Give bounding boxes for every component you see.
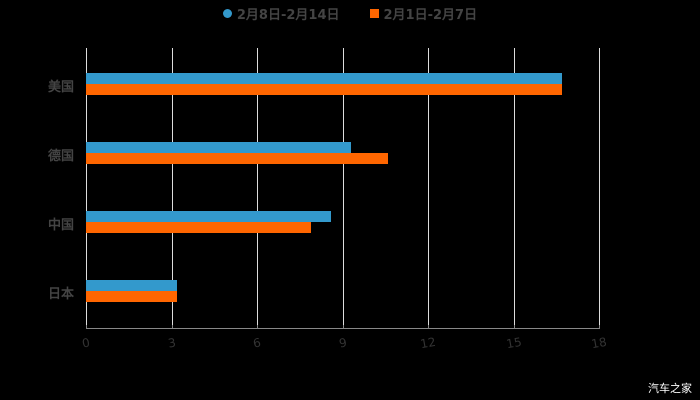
bar[interactable] (86, 280, 178, 291)
x-tick (599, 325, 600, 329)
bar[interactable] (86, 291, 178, 302)
x-tick-label: 0 (81, 335, 91, 351)
gridline (86, 48, 87, 328)
x-tick (86, 325, 87, 329)
x-tick-label: 9 (337, 335, 348, 351)
legend-marker-blue (222, 9, 232, 18)
gridline (513, 48, 515, 328)
gridline (257, 48, 258, 328)
x-tick-label: 12 (419, 334, 437, 352)
bar[interactable] (86, 211, 332, 222)
x-tick-label: 15 (504, 334, 523, 352)
bar[interactable] (86, 142, 352, 153)
x-tick (513, 325, 515, 329)
legend-item-week1[interactable]: 2月1日-2月7日 (369, 4, 478, 23)
chart-legend: 2月8日-2月14日 2月1日-2月7日 (0, 4, 700, 23)
plot-area (86, 48, 600, 328)
legend-label: 2月8日-2月14日 (236, 8, 340, 23)
legend-item-week2[interactable]: 2月8日-2月14日 (222, 4, 340, 23)
x-tick-label: 6 (252, 335, 262, 351)
x-tick (428, 325, 429, 329)
legend-label: 2月1日-2月7日 (383, 8, 478, 23)
x-axis (86, 325, 600, 329)
x-tick (171, 325, 173, 329)
category-label: 日本 (48, 287, 75, 302)
category-label: 德国 (48, 149, 75, 164)
x-tick (257, 325, 258, 329)
gridline (599, 48, 600, 328)
x-tick-label: 3 (166, 335, 177, 351)
x-tick (342, 325, 344, 329)
legend-marker-orange (369, 9, 379, 18)
x-tick-label: 18 (590, 334, 608, 352)
gridline (342, 48, 344, 328)
gridline (428, 48, 429, 328)
bar[interactable] (86, 73, 562, 84)
bar[interactable] (86, 153, 389, 164)
bar[interactable] (86, 222, 312, 233)
watermark: 汽车之家 (648, 382, 692, 395)
category-label: 美国 (48, 80, 75, 95)
category-label: 中国 (48, 218, 75, 233)
gridline (171, 48, 173, 328)
bar[interactable] (86, 84, 562, 95)
